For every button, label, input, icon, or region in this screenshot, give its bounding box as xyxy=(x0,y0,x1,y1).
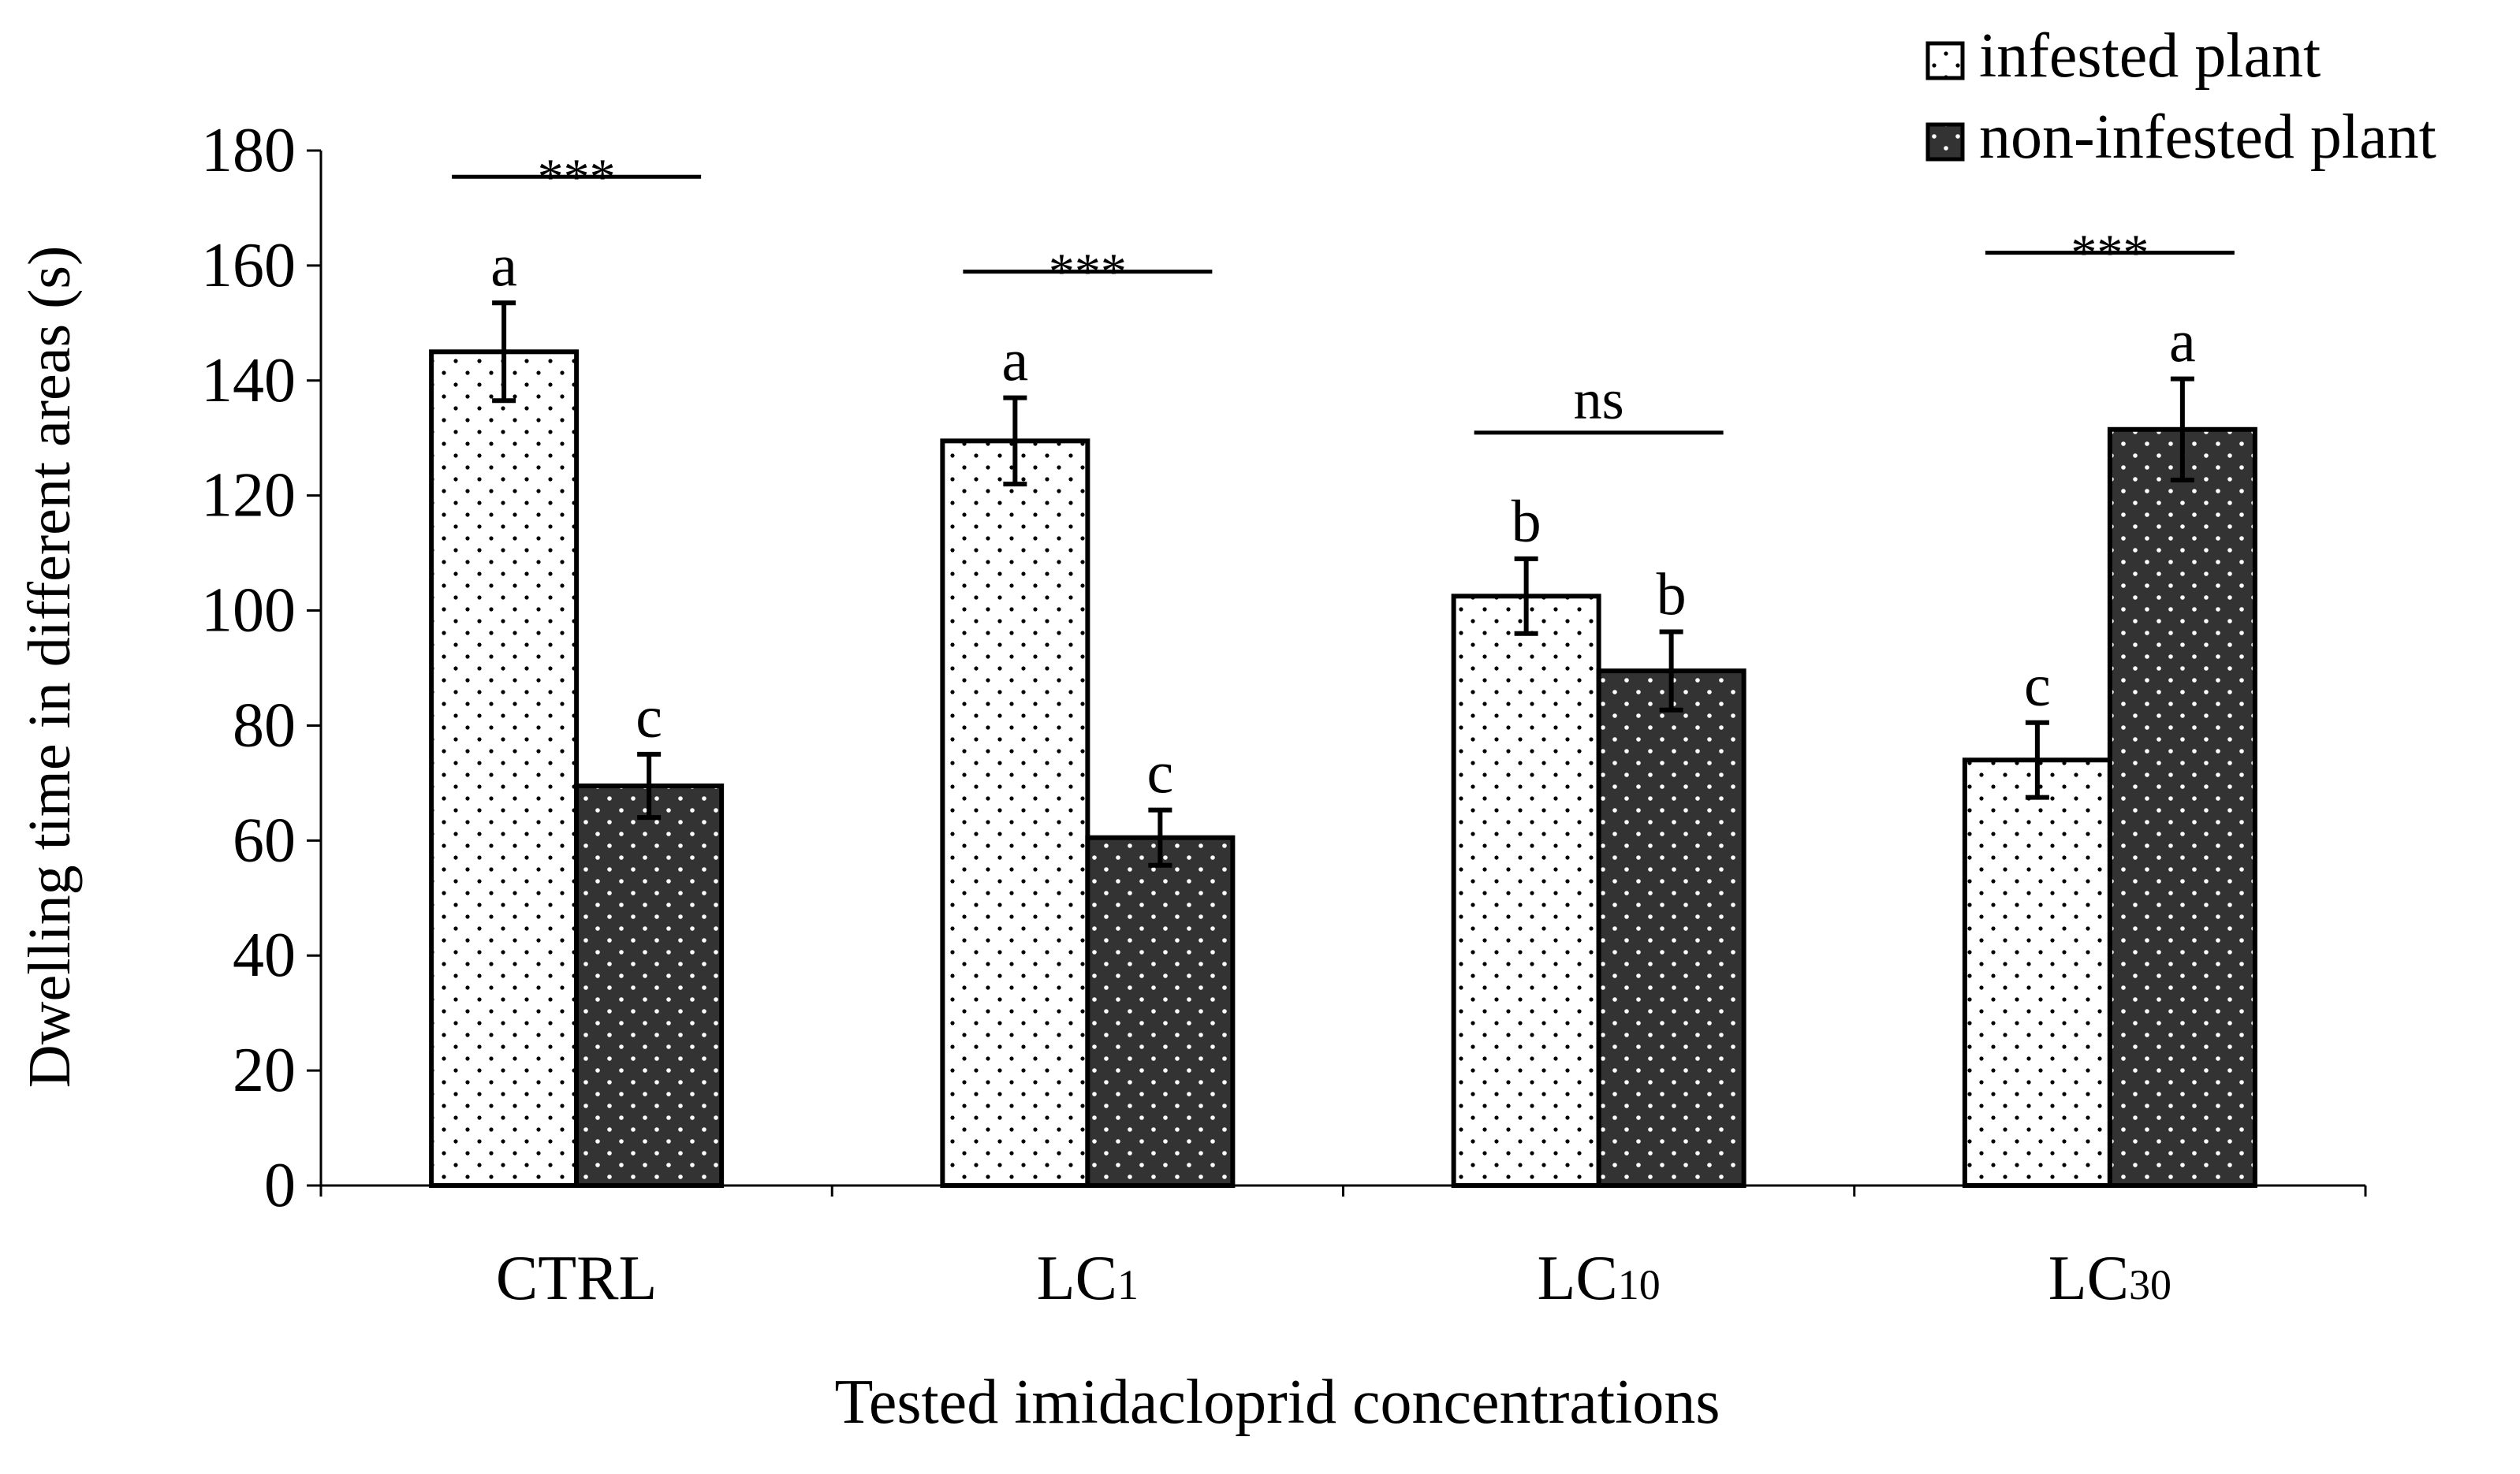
x-tick-label: LC30 xyxy=(2048,1244,2171,1313)
y-axis-label: Dwelling time in different areas (s) xyxy=(17,246,83,1089)
legend: infested plant non-infested plant xyxy=(1925,21,2436,172)
y-tick-label: 40 xyxy=(233,921,296,990)
x-tick-label: LC1 xyxy=(1037,1244,1139,1313)
legend-label-non-infested: non-infested plant xyxy=(1979,102,2436,172)
significance-letter: c xyxy=(2024,653,2051,719)
significance-letter: a xyxy=(2169,309,2196,375)
significance-marker: *** xyxy=(538,148,616,206)
bar-infested xyxy=(940,438,1090,1188)
y-tick-label: 160 xyxy=(201,231,296,300)
y-tick-label: 140 xyxy=(201,346,296,415)
legend-label-infested: infested plant xyxy=(1979,21,2321,91)
legend-swatch-infested xyxy=(1925,41,1965,80)
significance-marker: ns xyxy=(1574,368,1624,431)
y-tick-label: 80 xyxy=(233,690,296,760)
significance-letter: b xyxy=(1657,562,1687,628)
bar-non-infested xyxy=(574,784,725,1189)
significance-marker: *** xyxy=(2071,225,2149,282)
bar-non-infested xyxy=(1596,668,1746,1188)
significance-marker: *** xyxy=(1049,244,1127,301)
bar-non-infested xyxy=(2107,426,2257,1188)
bar-infested xyxy=(1451,594,1601,1188)
x-axis-label: Tested imidacloprid concentrations xyxy=(835,1368,1720,1437)
significance-letter: c xyxy=(636,684,662,750)
y-tick-label: 100 xyxy=(201,576,296,646)
x-tick-label: LC10 xyxy=(1538,1244,1661,1313)
plot-area: 0 20 40 60 80 100 120 140 160 180 a c *** CTRL a c *** LC… xyxy=(201,116,2367,1313)
significance-letter: b xyxy=(1512,489,1541,555)
x-tick-label: CTRL xyxy=(496,1244,657,1313)
y-tick-label: 180 xyxy=(201,116,296,185)
bar-infested xyxy=(429,349,580,1188)
y-tick-label: 60 xyxy=(233,806,296,875)
y-tick-label: 120 xyxy=(201,461,296,530)
significance-letter: c xyxy=(1147,740,1174,806)
significance-letter: a xyxy=(490,233,517,299)
y-tick-label: 20 xyxy=(233,1036,296,1105)
legend-swatch-non-infested xyxy=(1925,122,1965,162)
y-tick-label: 0 xyxy=(264,1151,296,1220)
significance-letter: a xyxy=(1002,328,1029,394)
bar-non-infested xyxy=(1085,835,1236,1189)
bar-infested xyxy=(1962,757,2112,1188)
